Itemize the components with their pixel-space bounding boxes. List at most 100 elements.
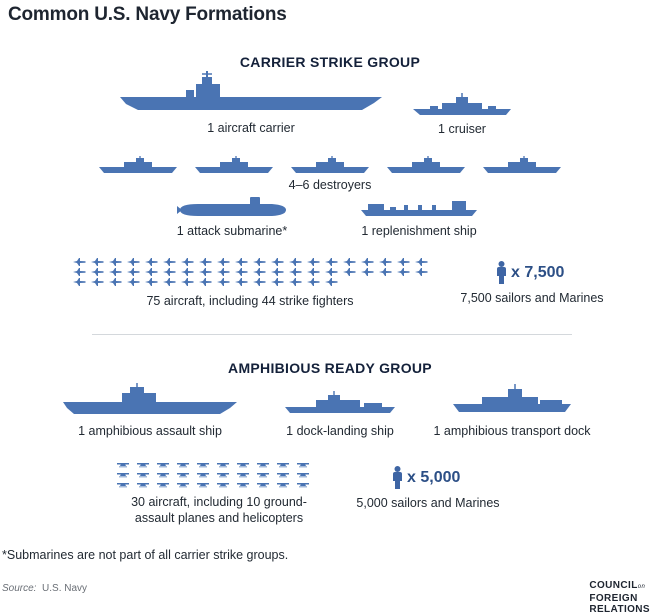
aircraft-icon <box>91 278 104 286</box>
aircraft-icon <box>117 483 129 488</box>
aircraft-icon <box>137 473 149 478</box>
aircraft-icon <box>361 258 374 266</box>
aircraft-icon <box>217 278 230 286</box>
aircraft-icon <box>127 278 140 286</box>
aircraft-icon <box>73 268 86 276</box>
aircraft-icon <box>197 483 209 488</box>
aircraft-icon <box>177 463 189 468</box>
aircraft-icon <box>127 258 140 266</box>
aircraft-icon <box>325 278 338 286</box>
aircraft-icon <box>217 473 229 478</box>
aircraft-icon <box>325 258 338 266</box>
aircraft-icon <box>289 258 302 266</box>
carrier-strike-group-heading: CARRIER STRIKE GROUP <box>239 54 421 70</box>
aircraft-icon <box>177 483 189 488</box>
aircraft-icon <box>137 463 149 468</box>
aircraft-icon <box>235 278 248 286</box>
aircraft-icon <box>277 463 289 468</box>
logo-line2: FOREIGN <box>589 593 638 604</box>
aircraft-icon <box>91 258 104 266</box>
aircraft-icon <box>289 278 302 286</box>
carrier-sailors-label: 7,500 sailors and Marines <box>460 291 604 305</box>
amphibious-transport-dock-icon <box>453 384 571 412</box>
aircraft-icon <box>181 258 194 266</box>
aircraft-icon <box>235 258 248 266</box>
destroyer-icon-5 <box>483 156 561 173</box>
aircraft-icon <box>157 473 169 478</box>
destroyers-label: 4–6 destroyers <box>288 178 372 192</box>
amphibious-ready-group-heading: AMPHIBIOUS READY GROUP <box>228 360 432 376</box>
aircraft-carrier-icon <box>120 71 382 110</box>
aircraft-icon <box>217 268 230 276</box>
dock-landing-ship-icon <box>285 391 395 413</box>
aircraft-icon <box>277 483 289 488</box>
aircraft-icon <box>181 278 194 286</box>
aircraft-icon <box>217 483 229 488</box>
aircraft-icon <box>237 463 249 468</box>
aircraft-icon <box>199 278 212 286</box>
aircraft-icon <box>117 473 129 478</box>
destroyer-icon-1 <box>99 156 177 173</box>
aircraft-icon <box>199 258 212 266</box>
aircraft-icon <box>325 268 338 276</box>
cfr-logo: COUNCILon FOREIGN RELATIONS <box>589 580 650 615</box>
aircraft-icon <box>277 473 289 478</box>
amphibious-sailors-label: 5,000 sailors and Marines <box>356 496 500 510</box>
aircraft-icon <box>109 258 122 266</box>
aircraft-icon <box>297 483 309 488</box>
aircraft-icon <box>145 258 158 266</box>
aircraft-icon <box>137 483 149 488</box>
amphibious-assault-ship-label: 1 amphibious assault ship <box>78 424 222 438</box>
cruiser-icon <box>413 93 511 115</box>
aircraft-icon <box>217 258 230 266</box>
aircraft-icon <box>127 268 140 276</box>
logo-on: on <box>637 584 646 590</box>
destroyer-icon-4 <box>387 156 465 173</box>
section-divider <box>92 334 572 335</box>
aircraft-icon <box>163 258 176 266</box>
amphibious-aircraft-label: 30 aircraft, including 10 ground-assault… <box>131 495 307 525</box>
aircraft-icon <box>145 268 158 276</box>
source: Source: U.S. Navy <box>2 583 87 594</box>
aircraft-icon <box>197 473 209 478</box>
dock-landing-ship-label: 1 dock-landing ship <box>286 424 394 438</box>
aircraft-icon <box>91 268 104 276</box>
aircraft-icon <box>181 268 194 276</box>
amphibious-transport-dock-label: 1 amphibious transport dock <box>433 424 591 438</box>
aircraft-icon <box>163 268 176 276</box>
aircraft-icon <box>271 268 284 276</box>
aircraft-icon <box>157 463 169 468</box>
aircraft-icon <box>253 278 266 286</box>
aircraft-icon <box>73 258 86 266</box>
aircraft-icon <box>237 483 249 488</box>
cruiser-label: 1 cruiser <box>438 122 486 136</box>
carrier-aircraft-grid <box>73 258 428 286</box>
aircraft-icon <box>307 278 320 286</box>
destroyer-icon-3 <box>291 156 369 173</box>
aircraft-icon <box>307 268 320 276</box>
aircraft-icon <box>297 463 309 468</box>
carrier-aircraft-label: 75 aircraft, including 44 strike fighter… <box>146 294 354 308</box>
aircraft-icon <box>117 463 129 468</box>
amphibious-aircraft-grid <box>117 463 309 488</box>
replenishment-ship-label: 1 replenishment ship <box>361 224 477 238</box>
person-icon <box>497 261 506 284</box>
logo-line3: RELATIONS <box>589 604 650 615</box>
aircraft-icon <box>307 258 320 266</box>
amphibious-assault-ship-icon <box>63 383 237 414</box>
aircraft-icon <box>257 483 269 488</box>
aircraft-carrier-label: 1 aircraft carrier <box>207 121 295 135</box>
aircraft-icon <box>235 268 248 276</box>
aircraft-icon <box>415 258 428 266</box>
logo-line1: COUNCIL <box>589 580 638 591</box>
aircraft-icon <box>397 268 410 276</box>
aircraft-icon <box>237 473 249 478</box>
aircraft-icon <box>217 463 229 468</box>
aircraft-icon <box>289 268 302 276</box>
aircraft-icon <box>177 473 189 478</box>
carrier-sailors-count: x 7,500 <box>511 264 565 281</box>
aircraft-icon <box>271 258 284 266</box>
aircraft-icon <box>145 278 158 286</box>
aircraft-icon <box>163 278 176 286</box>
aircraft-icon <box>73 278 86 286</box>
